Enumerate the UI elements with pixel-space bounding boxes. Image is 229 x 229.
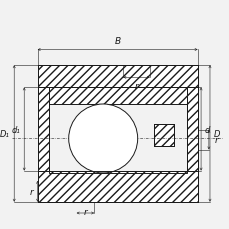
Text: r: r	[30, 187, 34, 196]
Bar	[153, 125, 173, 147]
Text: D₁: D₁	[0, 129, 10, 138]
Bar	[37, 171, 197, 202]
Bar	[37, 88, 49, 171]
Text: d₁: d₁	[11, 125, 20, 134]
Bar	[49, 88, 186, 104]
Text: r: r	[213, 136, 217, 144]
Text: D: D	[213, 129, 220, 138]
Circle shape	[68, 104, 137, 173]
Text: d: d	[204, 125, 209, 134]
Text: B: B	[114, 37, 120, 46]
Text: r: r	[134, 82, 138, 91]
Bar	[49, 171, 186, 173]
Bar	[186, 88, 197, 171]
Bar	[37, 66, 197, 88]
Text: r: r	[83, 207, 87, 216]
